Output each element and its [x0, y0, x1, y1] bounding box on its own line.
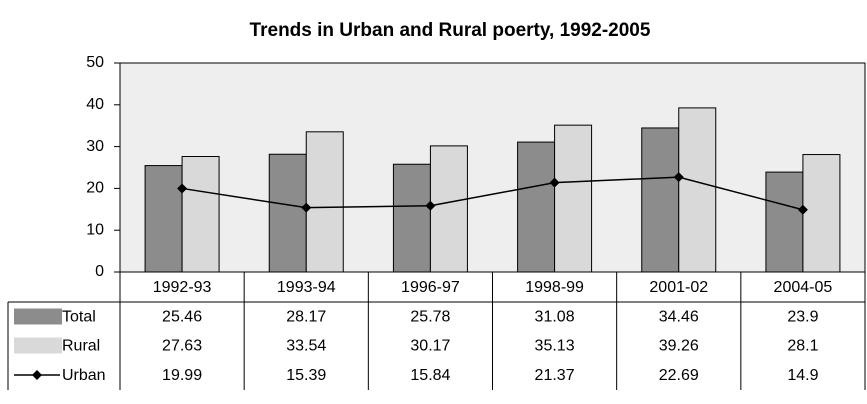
legend-swatch	[14, 308, 62, 325]
bar	[802, 154, 841, 273]
legend-label: Total	[62, 309, 96, 326]
x-tick-label: 1996-97	[401, 279, 460, 296]
legend-marker	[32, 370, 42, 380]
x-tick-label: 1993-94	[277, 279, 336, 296]
marker	[301, 202, 312, 213]
bar	[305, 131, 344, 273]
table-value: 15.84	[410, 367, 450, 384]
marker	[177, 183, 188, 194]
plot-area	[119, 62, 866, 273]
y-tick-label: 20	[86, 180, 104, 197]
x-tick-label: 2001-02	[649, 279, 708, 296]
table-value: 27.63	[162, 338, 202, 355]
y-tick-label: 50	[86, 54, 104, 71]
table-value: 28.1	[787, 338, 818, 355]
bar	[144, 165, 183, 273]
x-tick-label: 1998-99	[525, 279, 584, 296]
table-value: 21.37	[535, 367, 575, 384]
legend-swatch	[14, 337, 62, 354]
x-tick-label: 1992-93	[153, 279, 212, 296]
table-value: 31.08	[535, 309, 575, 326]
table-value: 15.39	[286, 367, 326, 384]
table-value: 28.17	[286, 309, 326, 326]
table-value: 39.26	[659, 338, 699, 355]
bar	[392, 163, 431, 273]
y-tick-label: 30	[86, 138, 104, 155]
y-tick-label: 10	[86, 221, 104, 238]
table-value: 35.13	[535, 338, 575, 355]
table-value: 23.9	[787, 309, 818, 326]
marker	[797, 204, 808, 215]
x-tick-label: 2004-05	[774, 279, 833, 296]
table-value: 34.46	[659, 309, 699, 326]
line	[181, 176, 804, 211]
table-value: 19.99	[162, 367, 202, 384]
y-tick-label: 0	[95, 263, 104, 280]
bar	[429, 145, 468, 273]
bar	[765, 171, 804, 273]
table-value: 25.78	[410, 309, 450, 326]
chart-title: Trends in Urban and Rural poerty, 1992-2…	[250, 20, 651, 41]
bar	[181, 156, 220, 273]
bar	[268, 153, 307, 273]
marker	[549, 177, 560, 188]
table-value: 25.46	[162, 309, 202, 326]
bar	[554, 124, 593, 273]
legend-label: Urban	[62, 367, 106, 384]
legend-label: Rural	[62, 338, 100, 355]
marker	[673, 172, 684, 183]
marker	[425, 200, 436, 211]
table-value: 30.17	[410, 338, 450, 355]
table-value: 14.9	[787, 367, 818, 384]
table-value: 22.69	[659, 367, 699, 384]
bar	[641, 127, 680, 273]
bar	[517, 141, 556, 273]
bar	[678, 107, 717, 273]
table-value: 33.54	[286, 338, 326, 355]
y-tick-label: 40	[86, 96, 104, 113]
